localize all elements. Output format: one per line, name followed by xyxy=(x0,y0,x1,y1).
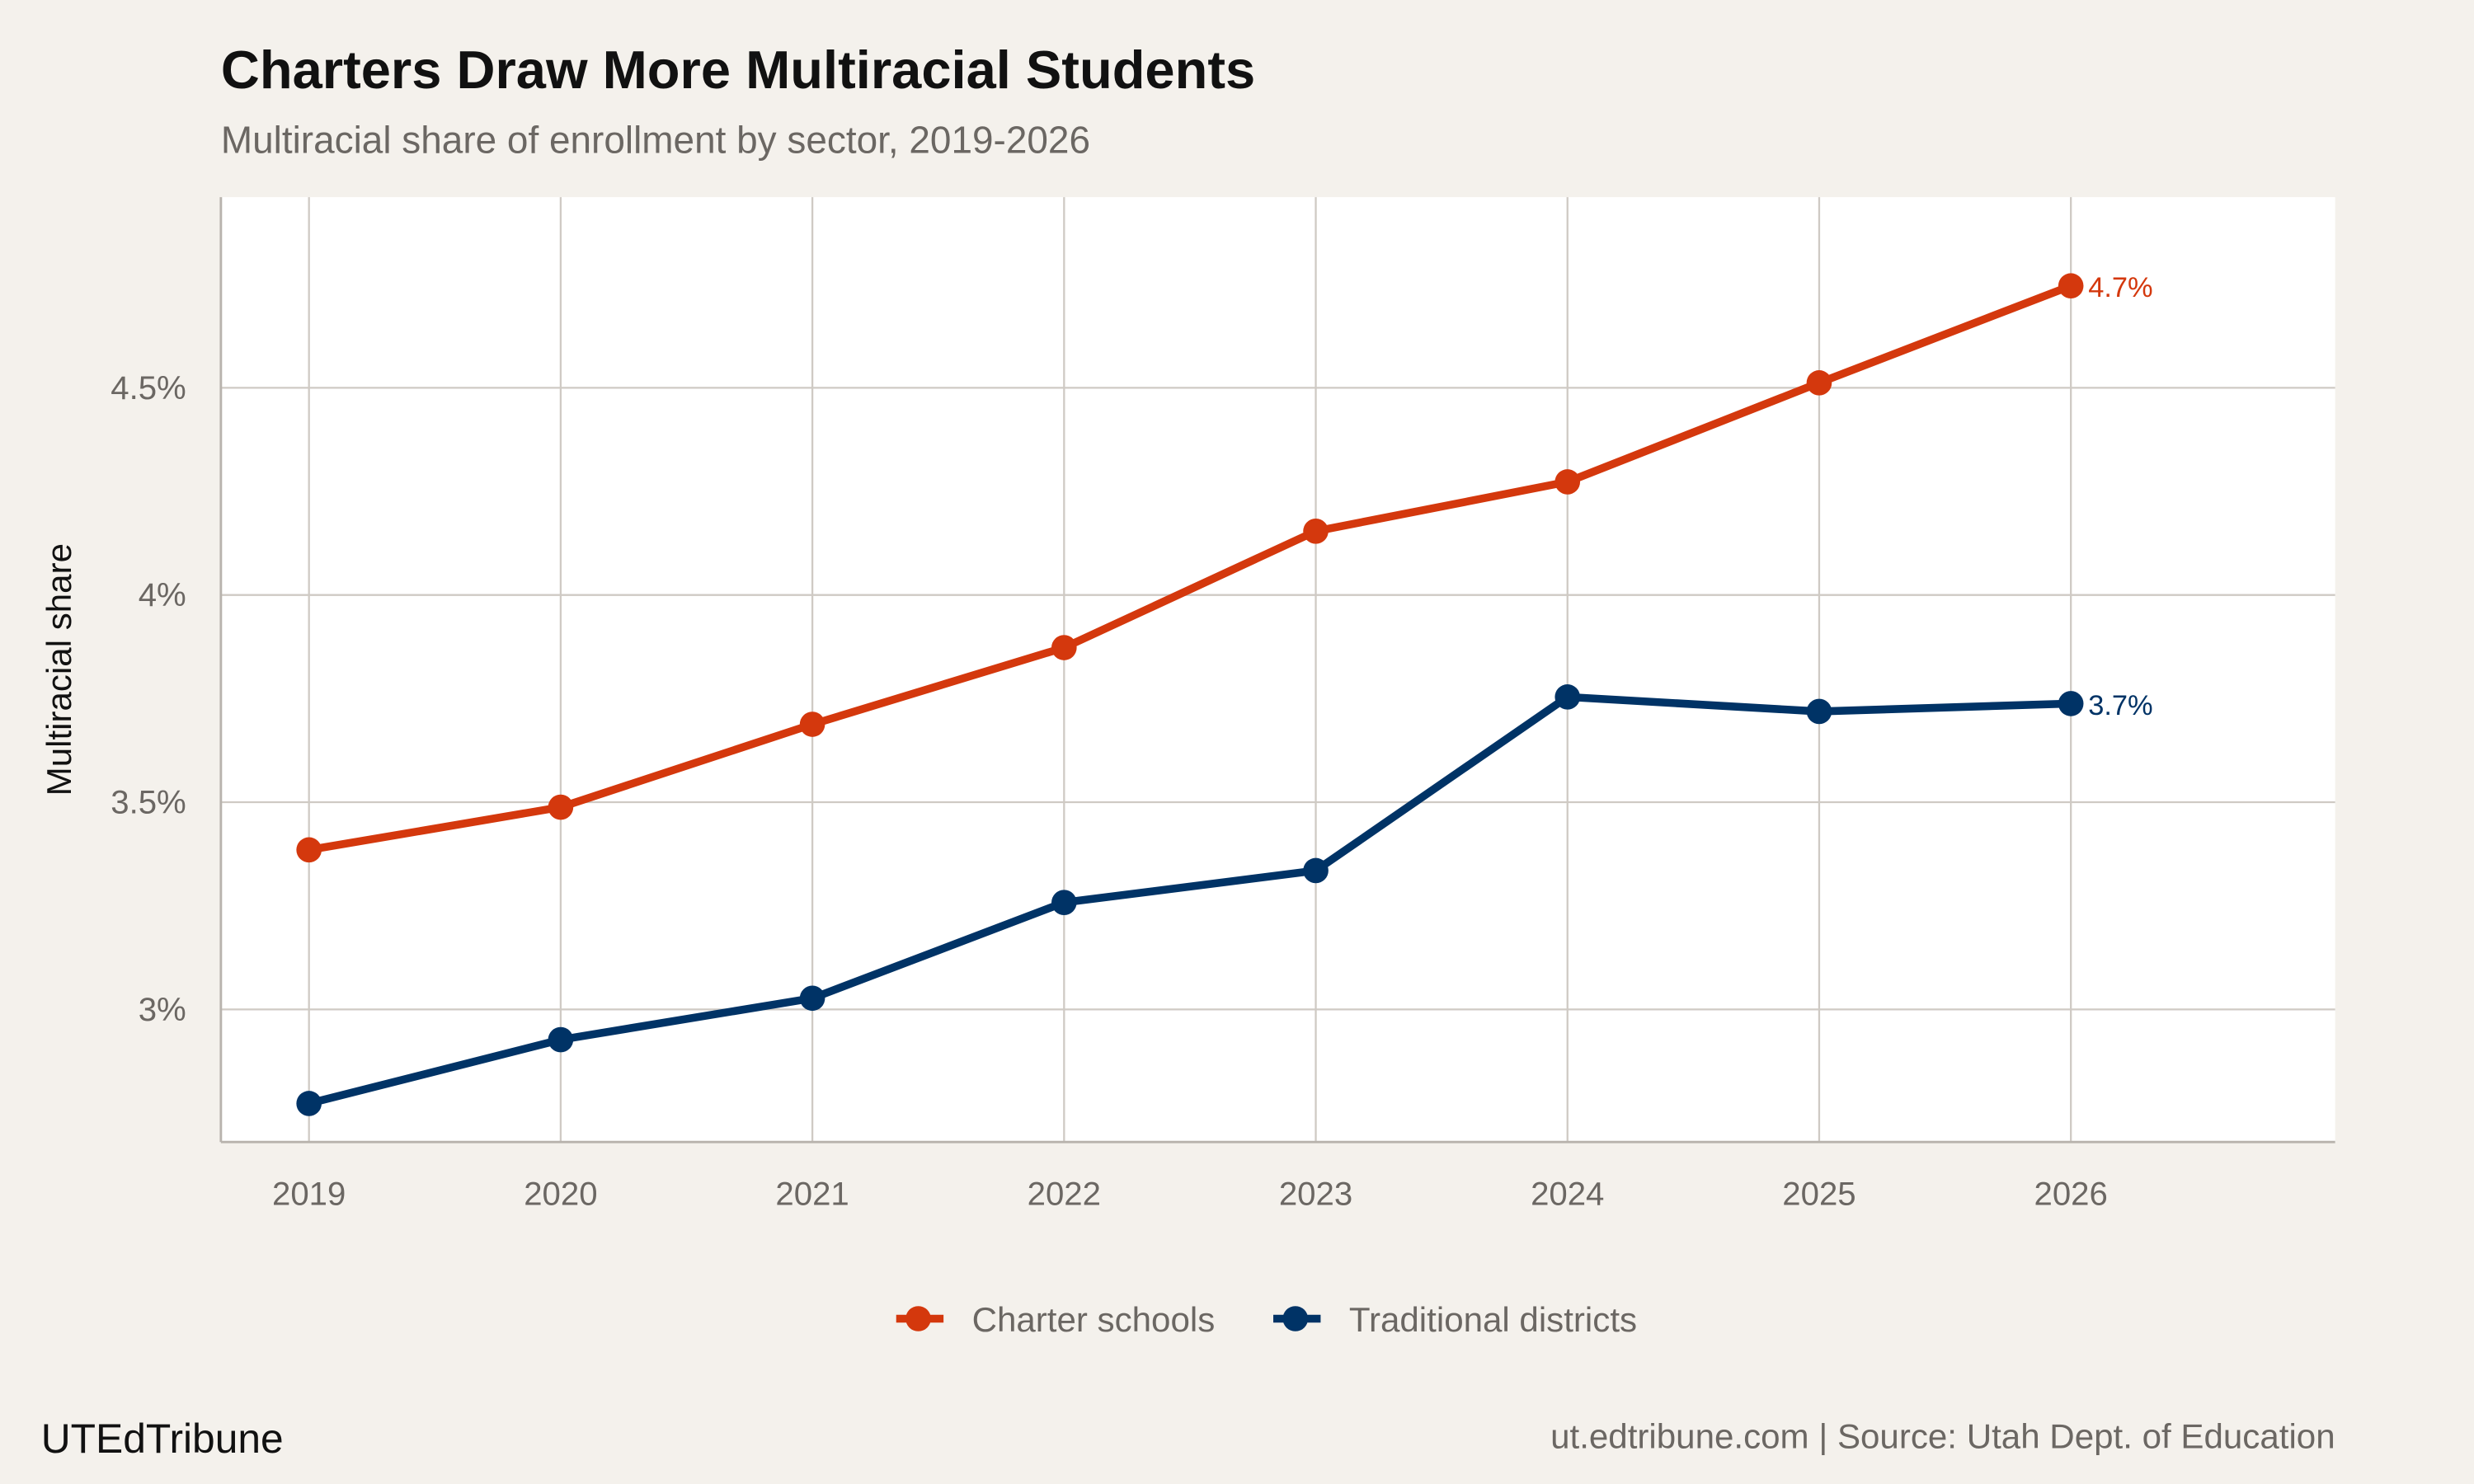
data-point xyxy=(1051,635,1077,660)
data-point xyxy=(1554,684,1581,710)
data-point xyxy=(548,1026,574,1053)
data-point xyxy=(548,794,574,820)
data-point xyxy=(296,837,322,863)
series-line-1 xyxy=(308,693,2072,1108)
x-tick-label: 2019 xyxy=(272,1176,346,1213)
x-tick-label: 2026 xyxy=(2034,1176,2107,1213)
brand-label: UTEdTribune xyxy=(40,1415,284,1463)
data-point xyxy=(2058,273,2084,299)
data-point xyxy=(1806,698,1832,725)
data-point xyxy=(1303,857,1329,884)
y-tick-label: 4.5% xyxy=(111,369,186,406)
source-caption: ut.edtribune.com | Source: Utah Dept. of… xyxy=(1550,1416,2335,1456)
x-tick-label: 2022 xyxy=(1028,1176,1101,1213)
x-tick-label: 2023 xyxy=(1279,1176,1352,1213)
x-tick-label: 2021 xyxy=(775,1176,849,1213)
x-tick-label: 2025 xyxy=(1782,1176,1856,1213)
series-line-0 xyxy=(308,282,2072,854)
data-point xyxy=(296,1091,322,1116)
data-point xyxy=(1806,370,1832,396)
legend-point-icon xyxy=(1282,1306,1309,1331)
data-point xyxy=(2058,691,2084,716)
data-point xyxy=(1051,890,1077,915)
end-label: 4.7% xyxy=(2088,272,2152,303)
x-tick-label: 2024 xyxy=(1531,1176,1604,1213)
legend-label: Charter schools xyxy=(972,1300,1216,1339)
end-label: 3.7% xyxy=(2088,690,2152,721)
legend-label: Traditional districts xyxy=(1349,1300,1637,1339)
y-tick-label: 3% xyxy=(139,991,186,1028)
chart-title: Charters Draw More Multiracial Students xyxy=(220,40,1256,101)
data-point xyxy=(1554,469,1581,495)
y-axis-title: Multiracial share xyxy=(40,543,78,796)
x-tick-label: 2020 xyxy=(524,1176,597,1213)
data-point xyxy=(1303,518,1329,544)
data-point xyxy=(799,711,825,737)
chart-subtitle: Multiracial share of enrollment by secto… xyxy=(220,120,1091,163)
y-tick-label: 3.5% xyxy=(111,783,186,820)
y-tick-label: 4% xyxy=(139,576,186,613)
legend-point-icon xyxy=(905,1306,931,1331)
plot-panel xyxy=(220,197,2335,1143)
data-point xyxy=(799,985,825,1012)
